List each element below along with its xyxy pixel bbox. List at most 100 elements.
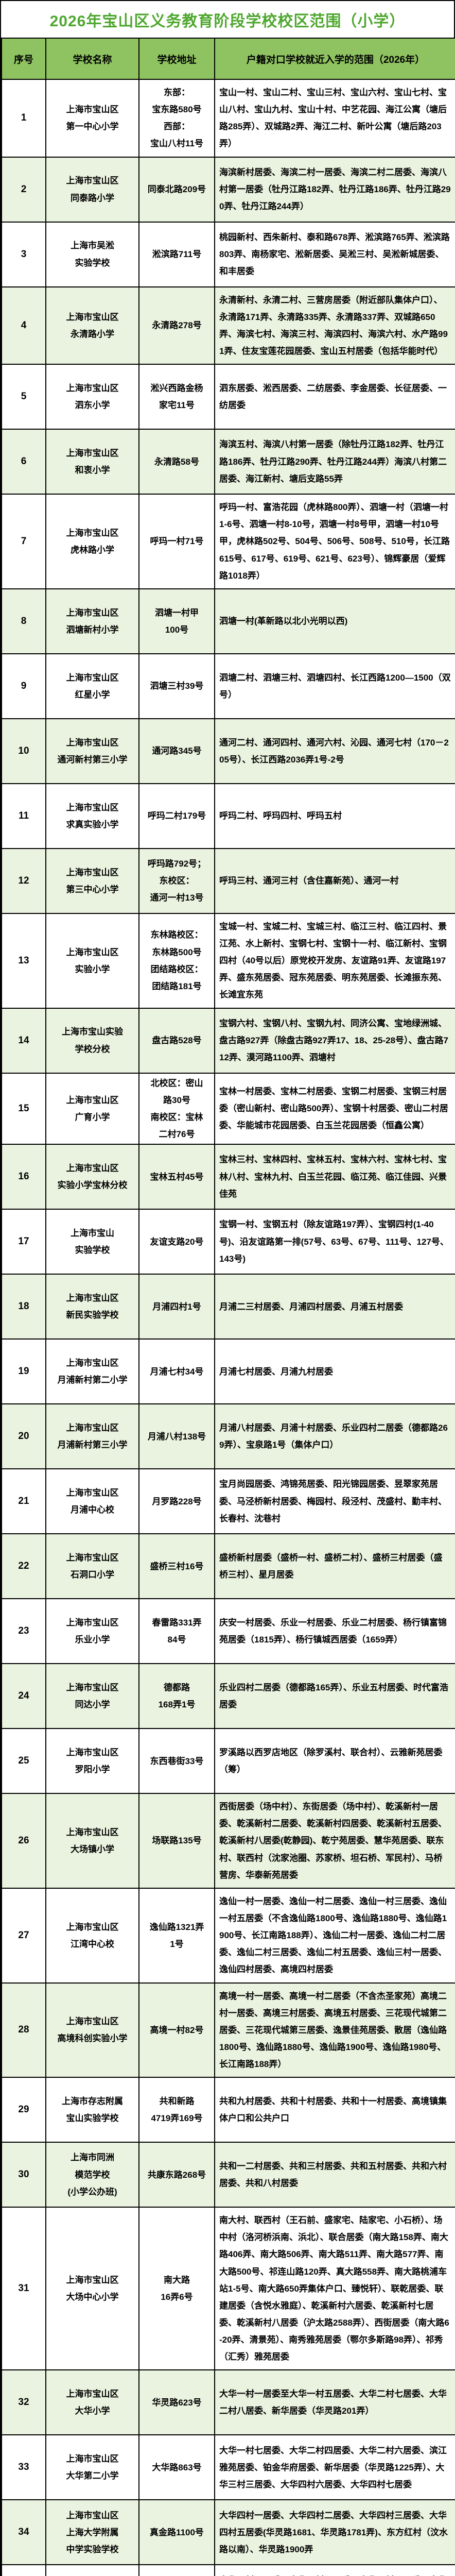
enrollment-range-cell: 呼玛三村、通河三村（含住嘉新苑）、通河一村	[214, 848, 455, 914]
table-row: 1 上海市宝山区 第一中心小学 东部： 宝东路580号 西部： 宝山八村11号 宝山一…	[1, 79, 455, 158]
school-name-cell: 上海市宝山区 虎林路小学	[45, 494, 139, 589]
enrollment-range-cell: 大华四村一居委、大华四村二居委、大华四村三居委、大华四村五居委(华灵路1681、…	[214, 2499, 455, 2566]
table-row: 24 上海市宝山区 同达小学 德都路 168弄1号 乐业四村二居委（德都路165弄）、…	[1, 1663, 455, 1730]
enrollment-range-cell: 庆安一村居委、乐业一村居委、乐业二村居委、杨行镇富锦苑居委（1815弄）、杨行镇…	[214, 1598, 455, 1665]
school-name-cell: 上海市宝山区 大场镇小学	[45, 1793, 139, 1889]
school-name-cell: 上海市存志附属 宝山实验学校	[45, 2077, 139, 2143]
row-number-cell: 17	[1, 1209, 46, 1275]
table-row: 21 上海市宝山区 月浦中心校 月罗路228号 宝月尚园居委、鸿锦苑居委、阳光锦园居委…	[1, 1468, 455, 1535]
table-row: 32 上海市宝山区 大华小学 华灵路623号 大华一村一居委至大华一村五居委、大华二村…	[1, 2369, 455, 2436]
school-address-cell: 华灵路623号	[138, 2369, 215, 2436]
school-address-cell: 泗塘三村39号	[138, 653, 215, 719]
table-row: 6 上海市宝山区 和衷小学 永清路58号 海滨五村、海滨八村第一居委（除牡丹江路182…	[1, 429, 455, 495]
row-number-cell: 34	[1, 2499, 46, 2566]
school-name-cell: 上海市宝山区 月浦新村第二小学	[45, 1338, 139, 1405]
enrollment-range-cell: 大华一村一居委至大华一村五居委、大华二村七居委、大华二村八居委、新华居委（华灵路…	[214, 2369, 455, 2436]
row-number-cell: 3	[1, 221, 46, 287]
school-district-table: 序号 学校名称 学校地址 户籍对口学校就近入学的范围（2026年） 1 上海市宝山…	[1, 38, 455, 2576]
school-address-cell: 月浦八村138号	[138, 1403, 215, 1470]
enrollment-range-cell: 宝林三村、宝林四村、宝林五村、宝林六村、宝林七村、宝林八村、宝林九村、白玉兰花园…	[214, 1144, 455, 1210]
enrollment-range-cell: 通河二村、通河四村、通河六村、沁园、通河七村（170－205号）、长江西路203…	[214, 718, 455, 784]
enrollment-range-cell: 高境一村一居委、高境一村二居委（不含杰圣家苑）高境二村一居委、高境三村居委、高境…	[214, 1982, 455, 2078]
table-row: 11 上海市宝山区 求真实验小学 呼玛二村179号 呼玛二村、呼玛四村、呼玛五村	[1, 783, 455, 849]
school-name-cell: 上海市宝山区 行知小学	[45, 2564, 139, 2576]
table-row: 30 上海市同洲 模范学校 (小学公办班) 共康东路268号 共和一二村居委、共和三村…	[1, 2142, 455, 2208]
header-row: 序号 学校名称 学校地址 户籍对口学校就近入学的范围（2026年）	[1, 38, 455, 80]
school-name-cell: 上海市宝山区 月浦中心校	[45, 1468, 139, 1535]
row-number-cell: 12	[1, 848, 46, 914]
school-address-cell: 淞兴西路金杨 家宅11号	[138, 364, 215, 430]
school-name-cell: 上海市同洲 模范学校 (小学公办班)	[45, 2142, 139, 2208]
school-name-cell: 上海市宝山区 月浦新村第三小学	[45, 1403, 139, 1470]
school-address-cell: 呼玛二村179号	[138, 783, 215, 849]
table-row: 12 上海市宝山区 第三中心小学 呼玛路792号； 东校区： 通河一村13号 呼玛三村…	[1, 848, 455, 914]
school-address-cell: 通河路345号	[138, 718, 215, 784]
enrollment-range-cell: 宝城一村、宝城二村、宝城三村、临江三村、临江四村、景江苑、水上新村、宝钢七村、宝…	[214, 912, 455, 1009]
enrollment-range-cell: 罗溪路以西罗店地区（除罗溪村、联合村）、云雅新苑居委（筹）	[214, 1728, 455, 1794]
table-row: 17 上海市宝山 实验学校 友谊支路20号 宝钢一村、宝钢五村（除友谊路197弄）、宝…	[1, 1209, 455, 1275]
school-name-cell: 上海市吴淞 实验学校	[45, 221, 139, 287]
school-name-cell: 上海市宝山区 大华小学	[45, 2369, 139, 2436]
row-number-cell: 10	[1, 718, 46, 784]
enrollment-range-cell: 乐业四村二居委（德都路165弄）、乐业五村居委、时代富浩居委	[214, 1663, 455, 1730]
table-row: 26 上海市宝山区 大场镇小学 场联路135号 西街居委（场中村）、东街居委（场中村）…	[1, 1793, 455, 1889]
school-name-cell: 上海市宝山区 实验小学宝林分校	[45, 1144, 139, 1210]
school-address-cell: 共和新路 4719弄169号	[138, 2077, 215, 2143]
enrollment-range-cell: 西街居委（场中村）、东街居委（场中村）、乾溪新村一居委、乾溪新村二居委、乾溪新村…	[214, 1793, 455, 1889]
enrollment-range-cell: 共和九村居委、共和十村居委、共和十一村居委、高境镇集体户口和公共户口	[214, 2077, 455, 2143]
enrollment-range-cell: 南大村、联西村（王石前、盛家宅、陆家宅、小石桥）、场中村（洛河桥浜南、浜北）、联…	[214, 2207, 455, 2371]
table-row: 4 上海市宝山区 永清路小学 永清路278号 永清新村、永清二村、三营房居委（附近部队…	[1, 286, 455, 365]
table-row: 27 上海市宝山区 江湾中心校 逸仙路1321弄 1号 逸仙一村一居委、逸仙一村二居委…	[1, 1887, 455, 1984]
row-number-cell: 28	[1, 1982, 46, 2078]
table-body: 1 上海市宝山区 第一中心小学 东部： 宝东路580号 西部： 宝山八村11号 宝山一…	[1, 79, 455, 2576]
row-number-cell: 16	[1, 1144, 46, 1210]
school-address-cell: 场联路135号	[138, 1793, 215, 1889]
school-address-cell: 泗塘一村甲 100号	[138, 588, 215, 654]
school-address-cell: 东林路校区： 东林路500号 团结路校区： 团结路181号	[138, 912, 215, 1009]
school-name-cell: 上海市宝山区 第一中心小学	[45, 79, 139, 158]
school-address-cell: 春雷路331弄 84号	[138, 1598, 215, 1665]
school-address-cell: 月浦七村34号	[138, 1338, 215, 1405]
enrollment-range-cell: 月浦八村居委、月浦十村居委、乐业四村二居委（德都路269弄）、宝泉路1号（集体户…	[214, 1403, 455, 1470]
row-number-cell: 24	[1, 1663, 46, 1730]
school-address-cell: 南大路 16弄6号	[138, 2207, 215, 2371]
school-address-cell: 淞滨路711号	[138, 221, 215, 287]
row-number-cell: 30	[1, 2142, 46, 2208]
table-row: 35上海市宝山区 行知小学行知路 389弄1号大华三村一居委、大华三村二居委、大…	[1, 2564, 455, 2576]
school-name-cell: 上海市宝山区 永清路小学	[45, 286, 139, 365]
table-row: 29 上海市存志附属 宝山实验学校 共和新路 4719弄169号 共和九村居委、共和十…	[1, 2077, 455, 2143]
row-number-cell: 11	[1, 783, 46, 849]
col-header-school-name: 学校名称	[45, 38, 139, 80]
table-row: 14 上海市宝山实验 学校分校 盘古路528号 宝钢六村、宝钢八村、宝钢九村、同济公寓…	[1, 1007, 455, 1074]
table-row: 16 上海市宝山区 实验小学宝林分校 宝林五村45号 宝林三村、宝林四村、宝林五村、宝…	[1, 1144, 455, 1210]
school-name-cell: 上海市宝山区 新民实验学校	[45, 1274, 139, 1340]
row-number-cell: 7	[1, 494, 46, 589]
school-name-cell: 上海市宝山区 上海大学附属 中学实验学校	[45, 2499, 139, 2566]
row-number-cell: 29	[1, 2077, 46, 2143]
school-name-cell: 上海市宝山区 通河新村第三小学	[45, 718, 139, 784]
school-name-cell: 上海市宝山区 罗阳小学	[45, 1728, 139, 1794]
table-row: 28 上海市宝山区 高境科创实验小学 高境一村82号 高境一村一居委、高境一村二居委（…	[1, 1982, 455, 2078]
enrollment-range-cell: 盛桥新村居委（盛桥一村、盛桥二村）、盛桥三村居委（盛桥三村）、星月居委	[214, 1533, 455, 1600]
row-number-cell: 4	[1, 286, 46, 365]
table-row: 33 上海市宝山区 大华第二小学 大华路863号 大华一村七居委、大华二村四居委、大华…	[1, 2434, 455, 2501]
school-address-cell: 月罗路228号	[138, 1468, 215, 1535]
school-address-cell: 大华路863号	[138, 2434, 215, 2501]
school-address-cell: 高境一村82号	[138, 1982, 215, 2078]
table-row: 3 上海市吴淞 实验学校 淞滨路711号 桃园新村、西朱新村、泰和路678弄、淞滨路7…	[1, 221, 455, 287]
row-number-cell: 15	[1, 1072, 46, 1145]
table-row: 18 上海市宝山区 新民实验学校 月浦四村1号 月浦二三村居委、月浦四村居委、月浦五村…	[1, 1274, 455, 1340]
school-name-cell: 上海市宝山区 红星小学	[45, 653, 139, 719]
school-address-cell: 真金路1100号	[138, 2499, 215, 2566]
enrollment-range-cell: 海滨新村居委、海滨二村一居委、海滨二村二居委、海滨八村第一居委（牡丹江路182弄…	[214, 156, 455, 223]
school-name-cell: 上海市宝山区 高境科创实验小学	[45, 1982, 139, 2078]
school-name-cell: 上海市宝山区 泗东小学	[45, 364, 139, 430]
table-row: 2 上海市宝山区 同泰路小学 同泰北路209号 海滨新村居委、海滨二村一居委、海滨二村…	[1, 156, 455, 223]
table-header: 序号 学校名称 学校地址 户籍对口学校就近入学的范围（2026年）	[1, 38, 455, 80]
enrollment-range-cell: 月浦二三村居委、月浦四村居委、月浦五村居委	[214, 1274, 455, 1340]
school-name-cell: 上海市宝山区 石洞口小学	[45, 1533, 139, 1600]
school-name-cell: 上海市宝山区 求真实验小学	[45, 783, 139, 849]
school-address-cell: 永清路278号	[138, 286, 215, 365]
school-name-cell: 上海市宝山 实验学校	[45, 1209, 139, 1275]
row-number-cell: 9	[1, 653, 46, 719]
